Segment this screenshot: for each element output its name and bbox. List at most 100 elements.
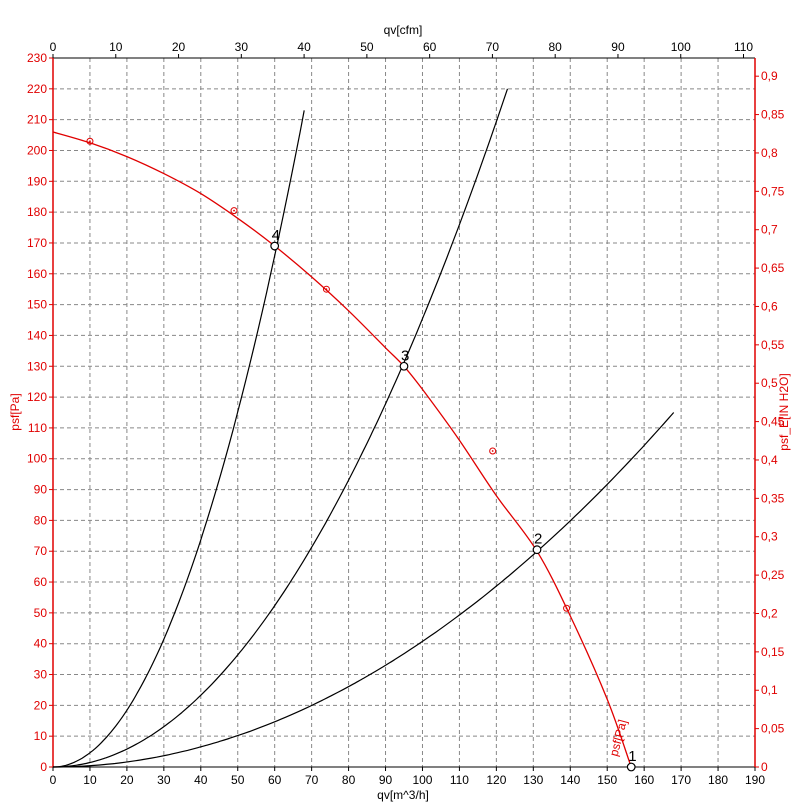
x-top-tick-label: 30 [235, 40, 249, 54]
y-right-tick-label: 0,55 [761, 338, 785, 352]
y-right-tick-label: 0,75 [761, 184, 785, 198]
x-bottom-tick-label: 80 [342, 773, 356, 787]
y-left-tick-label: 70 [34, 544, 48, 558]
system-curve-3 [52, 412, 675, 768]
x-bottom-tick-label: 20 [120, 773, 134, 787]
x-bottom-tick-label: 190 [745, 773, 765, 787]
measurement-marker [489, 447, 497, 455]
y-left-tick-label: 60 [34, 575, 48, 589]
x-bottom-tick-label: 10 [83, 773, 97, 787]
x-top-tick-label: 70 [486, 40, 500, 54]
y-left-tick-label: 200 [27, 143, 47, 157]
x-bottom-tick-label: 70 [305, 773, 319, 787]
y-left-tick-label: 40 [34, 637, 48, 651]
y-left-tick-label: 0 [40, 760, 47, 774]
measurement-marker-dot [565, 607, 568, 610]
grid [53, 58, 755, 767]
y-right-tick-label: 0,9 [761, 69, 778, 83]
x-bottom-tick-label: 40 [194, 773, 208, 787]
y-axis-left-label: psf[Pa] [8, 393, 22, 430]
y-right-tick-label: 0,15 [761, 645, 785, 659]
y-right-tick-label: 0,6 [761, 299, 778, 313]
x-top-tick-label: 60 [423, 40, 437, 54]
y-right-tick-label: 0,7 [761, 223, 778, 237]
fan-curve: psf[Pa] [52, 131, 632, 768]
y-left-tick-label: 30 [34, 668, 48, 682]
x-top-tick-label: 10 [109, 40, 123, 54]
y-left-tick-label: 10 [34, 729, 48, 743]
x-bottom-tick-label: 150 [597, 773, 617, 787]
y-left-tick-label: 20 [34, 698, 48, 712]
y-right-tick-label: 0,3 [761, 530, 778, 544]
axis-labels: qv[m^3/h] qv[cfm] psf[Pa] psf_E[IN H2O] [8, 23, 791, 802]
y-right-tick-label: 0,85 [761, 108, 785, 122]
x-bottom-tick-label: 50 [231, 773, 245, 787]
x-bottom-tick-label: 110 [450, 773, 469, 787]
y-left-tick-label: 90 [34, 483, 48, 497]
measurement-marker [322, 285, 330, 293]
y-right-tick-label: 0,5 [761, 376, 778, 390]
y-left-tick-label: 130 [27, 359, 47, 373]
y-right-tick-label: 0,35 [761, 491, 785, 505]
y-left-tick-label: 170 [27, 236, 47, 250]
y-left-tick-label: 120 [27, 390, 47, 404]
measurement-marker [230, 207, 238, 215]
x-bottom-tick-label: 170 [671, 773, 691, 787]
y-left-tick-label: 150 [27, 298, 47, 312]
x-bottom-tick-label: 140 [560, 773, 580, 787]
y-left-tick-label: 180 [27, 205, 47, 219]
y-left-tick-label: 100 [27, 452, 47, 466]
x-top-tick-label: 40 [297, 40, 311, 54]
y-left-tick-label: 230 [27, 51, 47, 65]
x-top-tick-label: 20 [172, 40, 186, 54]
y-right-tick-label: 0,1 [761, 683, 778, 697]
system-curve-1 [52, 110, 305, 768]
measurement-marker [563, 604, 571, 612]
x-top-tick-label: 100 [671, 40, 691, 54]
measurement-marker [86, 137, 94, 145]
operating-point-4 [270, 241, 280, 251]
operating-point-label-4: 4 [272, 227, 280, 244]
y-axis-left-ticks: 0 10 20 30 40 50 60 70 80 90 100 110 120 130 140 150 160… [27, 51, 53, 774]
operating-point-3 [399, 361, 409, 371]
x-bottom-tick-label: 60 [268, 773, 282, 787]
y-right-tick-label: 0 [761, 760, 768, 774]
x-bottom-tick-label: 90 [379, 773, 393, 787]
x-top-tick-label: 90 [611, 40, 625, 54]
y-right-tick-label: 0,8 [761, 146, 778, 160]
y-right-tick-label: 0,65 [761, 261, 785, 275]
system-curve-2 [52, 88, 509, 768]
system-curves [52, 88, 675, 768]
x-axis-top-label: qv[cfm] [384, 23, 423, 37]
operating-point-label-2: 2 [534, 531, 542, 548]
measurement-marker-dot [325, 288, 328, 291]
x-bottom-tick-label: 120 [486, 773, 506, 787]
y-left-tick-label: 140 [27, 328, 47, 342]
x-bottom-tick-label: 180 [708, 773, 728, 787]
operating-point-label-3: 3 [401, 347, 409, 364]
operating-point-label-1: 1 [628, 748, 636, 765]
y-right-tick-label: 0,4 [761, 453, 778, 467]
x-bottom-tick-label: 0 [50, 773, 57, 787]
y-left-tick-label: 190 [27, 174, 47, 188]
y-left-tick-label: 80 [34, 513, 48, 527]
x-bottom-tick-label: 30 [157, 773, 171, 787]
x-top-tick-label: 110 [734, 40, 753, 54]
x-bottom-tick-label: 100 [412, 773, 432, 787]
y-left-tick-label: 50 [34, 606, 48, 620]
measurement-marker-dot [491, 450, 494, 452]
x-axis-bottom-ticks: 0 10 20 30 40 50 60 70 80 90 100 110 120 130 140 150 160… [50, 767, 765, 787]
operating-point-1 [626, 762, 636, 772]
measurement-markers [86, 137, 571, 612]
measurement-marker-dot [89, 140, 91, 143]
y-right-tick-label: 0,2 [761, 606, 778, 620]
x-top-tick-label: 80 [549, 40, 563, 54]
y-axis-right-label: psf_E[IN H2O] [777, 373, 791, 450]
x-top-tick-label: 0 [50, 40, 57, 54]
y-right-tick-label: 0,45 [761, 415, 785, 429]
operating-point-2 [532, 545, 542, 555]
x-axis-top-ticks: 0 10 20 30 40 50 60 70 80 90 100 110 [50, 40, 753, 58]
y-right-tick-label: 0,05 [761, 722, 785, 736]
y-left-tick-label: 210 [27, 113, 47, 127]
